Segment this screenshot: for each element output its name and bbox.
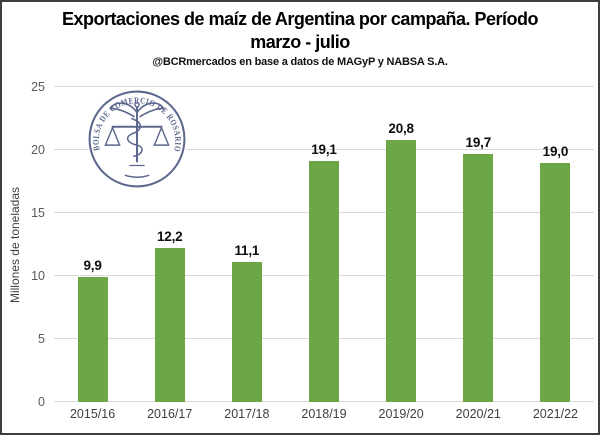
bar-value-label: 20,8 [388, 120, 414, 136]
y-tick-label: 25 [31, 80, 45, 94]
x-tick-label: 2021/22 [532, 407, 578, 421]
y-tick-label: 15 [31, 206, 45, 220]
bcr-logo: BOLSA DE COMERCIO DE ROSARIO [87, 89, 187, 189]
y-tick-label: 10 [31, 269, 45, 283]
gridline [54, 86, 594, 87]
bar-slot: 20,8 [363, 87, 440, 402]
x-tick-label: 2016/17 [147, 407, 193, 421]
bar-value-label: 9,9 [83, 258, 102, 274]
x-tick-label: 2018/19 [301, 407, 347, 421]
bar-slot: 9,9 [54, 87, 131, 402]
y-axis-title: Millones de toneladas [8, 186, 23, 303]
x-tick-label: 2019/20 [378, 407, 424, 421]
bar-slot: 11,1 [208, 87, 285, 402]
bar-slot: 19,1 [285, 87, 362, 402]
bar [231, 262, 262, 402]
chart-subtitle: @BCRmercados en base a datos de MAGyP y … [152, 56, 448, 68]
x-tick-label: 2020/21 [455, 407, 501, 421]
chart-title-line-1: Exportaciones de maíz de Argentina por c… [62, 9, 538, 29]
y-tick-label: 0 [38, 395, 45, 409]
bar [308, 161, 339, 402]
plot-area: 9,9 12,2 11,1 19,1 20,8 19,7 19,0 0 5 10 15 20 25 [31, 80, 594, 409]
x-tick-label: 2017/18 [224, 407, 270, 421]
y-tick-label: 20 [31, 143, 45, 157]
bar-slot: 12,2 [131, 87, 208, 402]
bar-slot: 19,7 [440, 87, 517, 402]
bars-container: 9,9 12,2 11,1 19,1 20,8 19,7 19,0 [54, 87, 594, 402]
bar [540, 162, 571, 402]
bar [154, 248, 185, 402]
bar [77, 277, 108, 402]
bar-value-label: 12,2 [156, 229, 183, 245]
caduceus-scales-emblem [104, 102, 170, 167]
bar-value-label: 19,7 [465, 134, 492, 150]
bar [463, 153, 494, 402]
bar [386, 139, 417, 402]
bar-value-label: 11,1 [234, 243, 260, 259]
x-axis-labels: 2015/16 2016/17 2017/18 2018/19 2019/20 2020/… [54, 407, 594, 421]
chart-title: Exportaciones de maíz de Argentina por c… [12, 8, 588, 54]
bar-value-label: 19,0 [542, 143, 569, 159]
y-tick-label: 5 [38, 332, 45, 346]
chart-title-line-2: marzo - julio [250, 32, 350, 52]
x-tick-label: 2015/16 [69, 407, 116, 421]
bar-value-label: 19,1 [311, 142, 337, 158]
bar-slot: 19,0 [517, 87, 594, 402]
y-axis-title-wrap: Millones de toneladas [4, 87, 26, 402]
bcr-logo-bottom-arc [124, 174, 150, 178]
gridline [54, 149, 594, 150]
